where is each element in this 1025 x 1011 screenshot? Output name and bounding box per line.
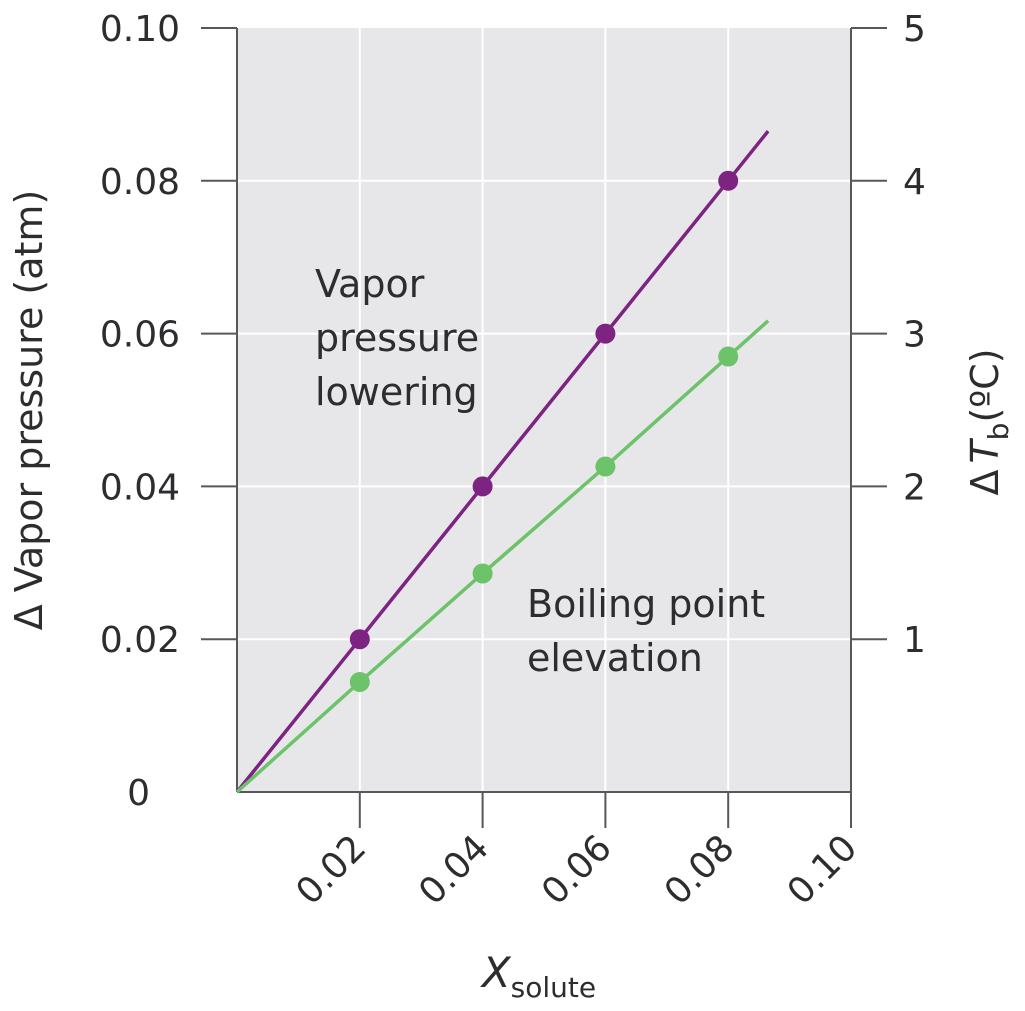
x-tick-label: 0.02	[288, 827, 374, 913]
left-tick-label: 0.10	[100, 9, 180, 50]
right-tick-label: 3	[903, 315, 926, 356]
x-axis-title-sub: solute	[511, 971, 596, 1004]
left-tick-label: 0.02	[100, 620, 180, 661]
right-axis-title-unit: (ºC)	[963, 348, 1007, 422]
annotation-line: lowering	[315, 370, 478, 414]
boiling-point-annotation: Boiling point elevation	[527, 582, 765, 680]
left-tick-label: 0.06	[100, 315, 180, 356]
x-axis-title-var: X	[480, 948, 512, 997]
x-tick-label: 0.06	[534, 827, 620, 913]
right-tick-label: 5	[903, 9, 926, 50]
data-point	[472, 476, 493, 497]
right-tick-label: 2	[903, 467, 926, 508]
data-point	[349, 671, 370, 692]
right-axis-title-prefix: Δ	[963, 470, 1007, 496]
x-tick-label: 0.04	[411, 827, 497, 913]
left-tick-label: 0.08	[100, 162, 180, 203]
left-tick-label: 0.04	[100, 467, 180, 508]
x-axis-title: Xsolute	[480, 948, 596, 1004]
data-point	[595, 323, 616, 344]
data-point	[349, 629, 370, 650]
x-tick-label: 0.10	[780, 827, 866, 913]
series-line-0	[235, 130, 770, 794]
right-axis-title: ΔTb(ºC)	[963, 348, 1015, 495]
x-tick-label: 0.08	[657, 827, 743, 913]
left-axis-title: Δ Vapor pressure (atm)	[7, 190, 51, 631]
annotation-line: Vapor	[315, 262, 425, 306]
data-point	[472, 563, 493, 584]
data-point	[718, 346, 739, 367]
right-tick-label: 4	[903, 162, 926, 203]
right-axis-title-var: T	[963, 438, 1007, 464]
annotation-line: Boiling point	[527, 582, 765, 626]
annotation-line: pressure	[315, 316, 479, 360]
left-tick-label: 0	[127, 773, 150, 814]
annotation-line: elevation	[527, 636, 703, 680]
right-tick-label: 1	[903, 620, 926, 661]
right-axis-title-sub: b	[982, 423, 1015, 441]
data-point	[595, 456, 616, 477]
vapor-pressure-annotation: Vapor pressure lowering	[315, 262, 479, 414]
data-point	[718, 170, 739, 191]
